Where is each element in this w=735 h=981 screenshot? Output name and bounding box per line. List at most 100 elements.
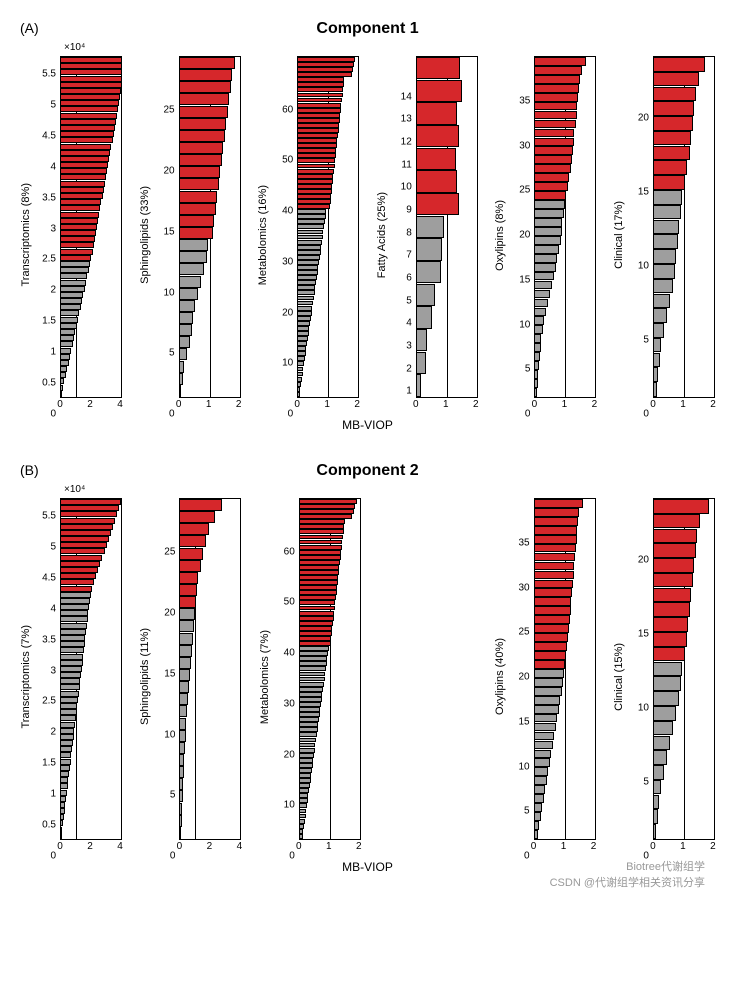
x-axis: 024 [179, 840, 239, 856]
bar [61, 697, 78, 703]
axis-area: 0510152025012 [179, 56, 241, 414]
bar [61, 280, 86, 286]
bar [535, 588, 573, 597]
watermark: Biotree代谢组学CSDN @代谢组学相关资讯分享 [550, 858, 705, 890]
y-tick: 0 [643, 409, 649, 420]
y-tick: 10 [282, 358, 293, 369]
bar [654, 824, 656, 839]
bar [180, 203, 216, 215]
component-title: Component 2 [20, 462, 715, 480]
y-tick: 3 [50, 223, 56, 234]
bar [180, 288, 198, 300]
bar [61, 187, 104, 193]
bar [61, 335, 74, 341]
bar [61, 635, 85, 641]
y-axis-label: Transcriptomics (8%) [20, 183, 32, 287]
bar [180, 548, 203, 560]
bar [180, 657, 191, 669]
bar [535, 830, 538, 839]
bar [654, 101, 695, 116]
bar [535, 794, 544, 803]
bar [61, 765, 70, 771]
bar [535, 263, 555, 272]
bar [654, 750, 668, 765]
bar [61, 530, 111, 536]
y-tick: 7 [406, 250, 412, 261]
bar [61, 94, 120, 100]
bar [535, 526, 578, 535]
y-tick: 0 [288, 409, 294, 420]
bar [654, 736, 671, 751]
watermark-line: CSDN @代谢组学相关资讯分享 [550, 874, 705, 890]
y-tick: 20 [164, 608, 175, 619]
bar [535, 75, 580, 84]
blank-slot [378, 500, 476, 856]
bar [180, 596, 195, 608]
y-tick: 5 [169, 348, 175, 359]
y-tick: 3 [50, 665, 56, 676]
y-tick: 0.5 [42, 378, 56, 389]
y-axis-label: Metabolomics (16%) [257, 185, 269, 285]
bar [61, 113, 117, 119]
bar [61, 317, 78, 323]
bar [535, 102, 577, 111]
axis-area: 1234567891011121314012 [416, 56, 478, 414]
y-tick: 13 [401, 114, 412, 125]
y-tick: 5 [643, 777, 649, 788]
bar [535, 299, 548, 308]
y-axis-label: Fatty Acids (25%) [376, 192, 388, 278]
bar [61, 573, 96, 579]
y-tick: 9 [406, 205, 412, 216]
y-axis-ticks: 0510152025 [153, 498, 177, 856]
bar [535, 352, 540, 361]
chart-cell: Metabolomics (16%)0102030405060012 [257, 56, 359, 414]
x-tick: 2 [592, 399, 598, 410]
y-axis-label: Sphingolipids (11%) [139, 628, 151, 725]
y-tick: 15 [519, 274, 530, 285]
bar [61, 156, 109, 162]
bar [61, 100, 119, 106]
bar [180, 827, 181, 839]
bar [61, 193, 103, 199]
bar [654, 795, 659, 810]
y-tick: 3.5 [42, 192, 56, 203]
y-tick: 8 [406, 227, 412, 238]
bar [535, 705, 559, 714]
x-tick: 2 [354, 399, 360, 410]
bar [654, 87, 696, 102]
bar [535, 606, 571, 615]
bar [61, 267, 89, 273]
plot-area [179, 56, 241, 398]
y-tick: 5 [524, 806, 530, 817]
bar [61, 181, 105, 187]
bar [654, 175, 686, 190]
y-tick: 20 [638, 555, 649, 566]
bar [535, 281, 552, 290]
y-tick: 2.5 [42, 696, 56, 707]
x-axis: 012 [299, 840, 359, 856]
bar [61, 168, 107, 174]
bar [654, 131, 692, 146]
bar [535, 227, 561, 236]
bar [180, 385, 182, 397]
chart-cell: Sphingolipids (33%)0510152025012 [139, 56, 241, 414]
axis-exponent: ×10⁴ [64, 42, 85, 53]
y-tick: 0 [289, 851, 295, 862]
bar [61, 790, 67, 796]
bar [61, 610, 88, 616]
bar [61, 63, 122, 69]
bar [180, 730, 185, 742]
y-tick: 1 [406, 386, 412, 397]
bar [535, 723, 556, 732]
bar [535, 803, 543, 812]
bar [535, 379, 537, 388]
x-tick: 0 [532, 399, 538, 410]
y-tick: 1 [50, 789, 56, 800]
x-tick: 4 [237, 841, 243, 852]
y-tick: 20 [282, 307, 293, 318]
bar [61, 348, 71, 354]
x-tick: 2 [236, 399, 242, 410]
bar [654, 205, 681, 220]
bar [61, 360, 69, 366]
x-tick: 1 [562, 399, 568, 410]
